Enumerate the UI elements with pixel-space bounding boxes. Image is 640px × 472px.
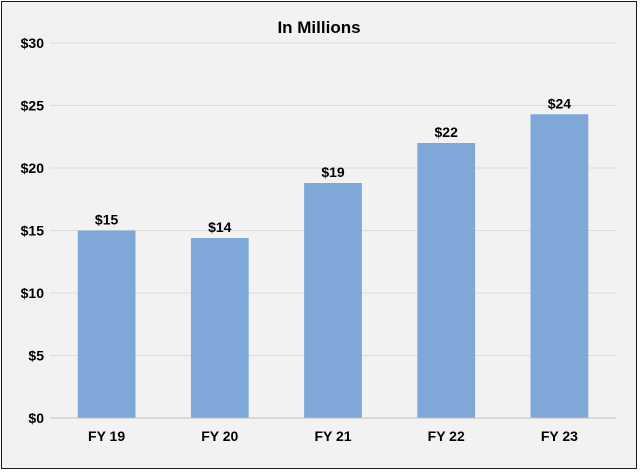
y-tick-label: $25 [21, 98, 45, 114]
gridlines [50, 42, 616, 356]
y-tick-label: $5 [28, 348, 44, 364]
x-tick-label: FY 19 [88, 428, 125, 444]
bar [530, 114, 589, 418]
chart-title: In Millions [277, 18, 360, 37]
bar [190, 238, 249, 418]
data-label: $15 [95, 212, 119, 228]
data-label: $14 [208, 219, 232, 235]
y-tick-label: $30 [21, 35, 45, 51]
x-tick-label: FY 23 [541, 428, 578, 444]
bars [77, 114, 589, 418]
x-tick-label: FY 20 [201, 428, 238, 444]
y-tick-label: $15 [21, 223, 45, 239]
bar [417, 143, 476, 418]
y-tick-label: $10 [21, 285, 45, 301]
y-tick-label: $0 [28, 410, 44, 426]
x-tick-label: FY 22 [428, 428, 465, 444]
data-label: $19 [321, 164, 345, 180]
data-label: $24 [548, 95, 572, 111]
data-label: $22 [435, 124, 459, 140]
x-tick-label: FY 21 [314, 428, 351, 444]
bar [77, 230, 136, 418]
bar [304, 183, 362, 418]
y-tick-label: $20 [21, 160, 45, 176]
y-axis-ticks: $0 $5 $10 $15 $20 $25 $30 [21, 35, 45, 426]
x-axis-ticks: FY 19 FY 20 FY 21 FY 22 FY 23 [88, 428, 578, 444]
data-labels: $15 $14 $19 $22 $24 [95, 95, 571, 235]
